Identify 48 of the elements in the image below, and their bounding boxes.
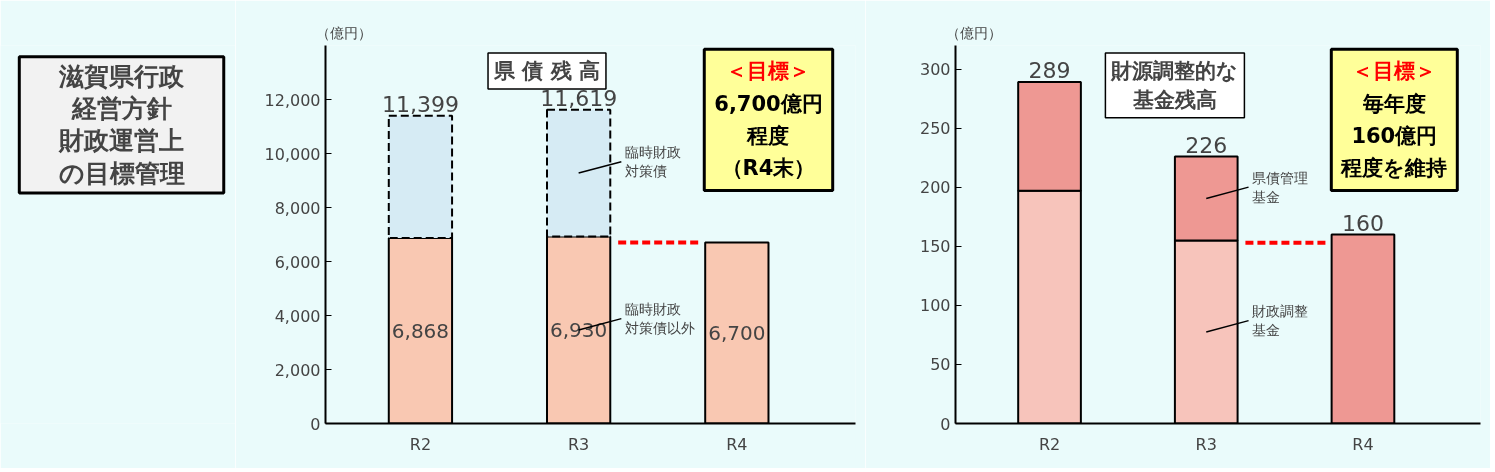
annotation: 160億円 (1351, 124, 1438, 149)
y-tick-label: 100 (919, 296, 951, 316)
x-tick-label: R2 (1038, 434, 1061, 454)
total-label: 226 (1185, 132, 1228, 158)
x-tick-label: R3 (567, 434, 590, 454)
text: 財源調整的な基金残高 (1110, 59, 1239, 112)
annotation: 6,700億円 (714, 91, 823, 116)
legend-label: 臨時財政対策債 (624, 144, 681, 180)
total-label: 160 (1341, 210, 1384, 236)
annotation: 程度を維持 (1340, 156, 1448, 181)
data-label: 6,700 (708, 321, 766, 346)
annotation: （R4末） (721, 156, 816, 181)
text: 財政運営上 (58, 126, 185, 156)
data-label: 6,868 (391, 318, 450, 343)
x-tick-label: R3 (1195, 434, 1217, 454)
series-label: 臨時財政対策債以外 (624, 301, 695, 337)
y-tick-label: 200 (919, 178, 951, 198)
y-tick-label: 6,000 (274, 252, 321, 272)
data-label: 6,930 (550, 317, 608, 342)
annotation: ＜目標＞ (1352, 59, 1437, 84)
y-axis-title: （億円） (945, 24, 1002, 41)
y-tick-label: 250 (919, 119, 951, 139)
annotation: 毎年度 (1361, 91, 1426, 116)
y-tick-label: 12,000 (264, 90, 321, 110)
total-label: 11,399 (381, 91, 459, 117)
y-tick-label: 4,000 (274, 306, 321, 326)
y-tick-label: 0 (940, 414, 951, 434)
y-tick-label: 300 (919, 60, 951, 80)
y-tick-label: 10,000 (264, 144, 321, 164)
y-tick-label: 150 (919, 237, 951, 257)
text: 滋賀県行政 (58, 62, 186, 92)
y-axis-title: （億円） (315, 24, 372, 41)
y-tick-label: 2,000 (274, 360, 321, 380)
x-tick-label: R2 (409, 434, 432, 454)
total-label: 11,619 (540, 85, 618, 111)
legend-label: 財政調整基金 (1251, 303, 1308, 339)
annotation: 程度 (746, 124, 790, 149)
y-tick-label: 0 (310, 414, 321, 434)
text: 経営方針 (70, 94, 172, 124)
y-tick-label: 8,000 (274, 198, 321, 218)
x-tick-label: R4 (726, 434, 748, 454)
text: の目標管理 (58, 158, 185, 188)
total-label: 289 (1028, 58, 1071, 84)
legend-label: 県債管理基金 (1251, 169, 1308, 205)
x-tick-label: R4 (1352, 434, 1374, 454)
annotation: ＜目標＞ (726, 59, 811, 84)
text: 県 債 残 高 (493, 59, 600, 84)
y-tick-label: 50 (930, 355, 951, 375)
